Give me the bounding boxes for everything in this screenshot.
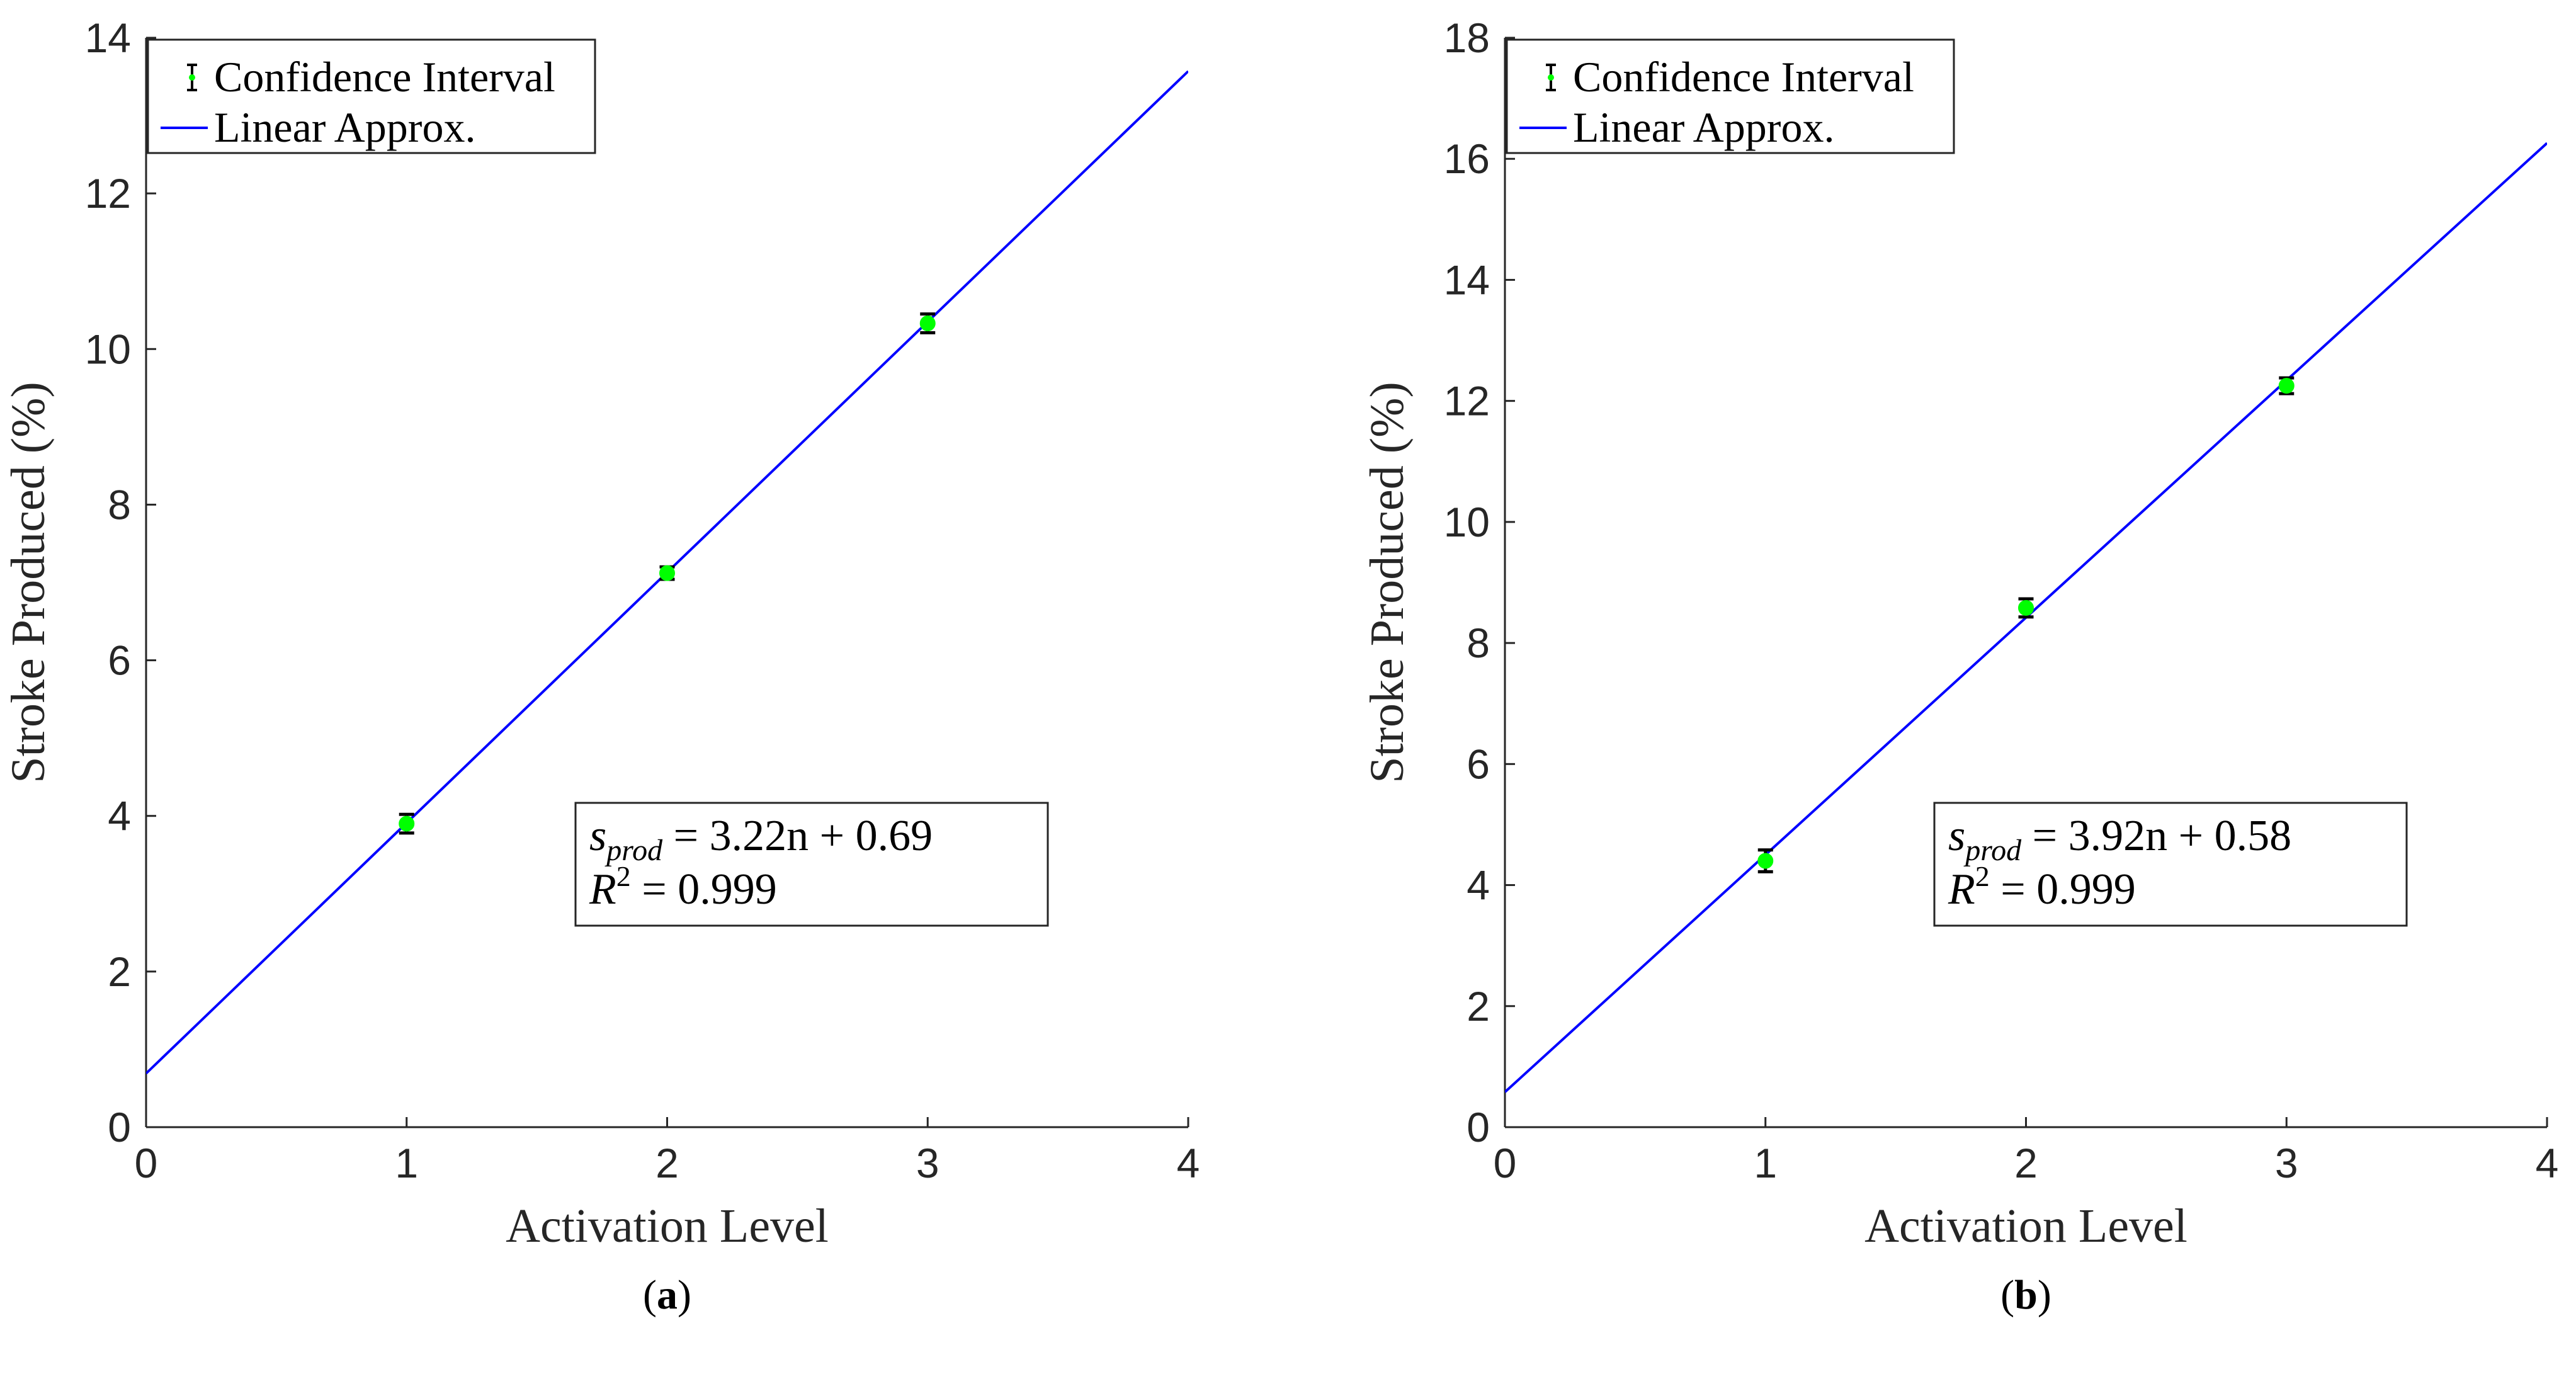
fit-equation-rhs: = 3.22n + 0.69 xyxy=(662,812,933,860)
legend-entry-linear: Linear Approx. xyxy=(1573,103,1834,151)
x-tick-label: 4 xyxy=(2536,1140,2559,1186)
r-squared-rhs: = 0.999 xyxy=(631,865,777,914)
x-tick-label: 2 xyxy=(2014,1140,2038,1186)
y-tick-label: 0 xyxy=(108,1104,131,1150)
y-axis-title: Stroke Produced (%) xyxy=(1361,382,1414,783)
fit-equation-subscript: prod xyxy=(1963,834,2022,867)
r-squared-lhs: R xyxy=(589,865,616,914)
y-tick-label: 18 xyxy=(1444,14,1490,61)
x-tick-label: 0 xyxy=(1494,1140,1517,1186)
r-squared-lhs: R xyxy=(1948,865,1975,914)
y-tick-label: 14 xyxy=(1444,256,1490,303)
x-axis-title: Activation Level xyxy=(506,1200,829,1252)
y-tick-label: 10 xyxy=(1444,499,1490,545)
r-squared-superscript: 2 xyxy=(1975,860,1990,892)
caption-close-paren: ) xyxy=(2038,1272,2051,1318)
y-tick-label: 0 xyxy=(1467,1104,1490,1150)
y-tick-label: 4 xyxy=(1467,862,1490,909)
r-squared: R2 = 0.999 xyxy=(1948,860,2136,914)
y-tick-label: 14 xyxy=(85,14,131,61)
data-point xyxy=(1757,853,1774,869)
y-tick-label: 16 xyxy=(1444,135,1490,182)
fit-equation-lhs: s xyxy=(1948,812,1965,860)
y-tick-label: 8 xyxy=(108,481,131,528)
y-tick-label: 8 xyxy=(1467,620,1490,666)
caption-open-paren: ( xyxy=(2000,1272,2014,1318)
y-tick-label: 2 xyxy=(1467,983,1490,1030)
x-tick-label: 0 xyxy=(135,1140,158,1186)
data-point xyxy=(659,565,675,581)
r-squared-superscript: 2 xyxy=(616,860,631,892)
fit-equation: sprod = 3.92n + 0.58 xyxy=(1948,812,2291,867)
legend-entry-confidence: Confidence Interval xyxy=(1573,53,1914,101)
x-tick-label: 1 xyxy=(1754,1140,1777,1186)
x-axis-title: Activation Level xyxy=(1864,1200,2187,1252)
fit-equation-rhs: = 3.92n + 0.58 xyxy=(2021,812,2291,860)
caption-letter: a xyxy=(657,1272,678,1318)
y-tick-label: 6 xyxy=(108,637,131,684)
y-tick-label: 12 xyxy=(1444,378,1490,424)
fit-equation-lhs: s xyxy=(589,812,606,860)
data-point xyxy=(2278,378,2295,394)
annotation-box xyxy=(1933,802,2408,927)
legend-box xyxy=(147,38,596,154)
legend-entry-confidence: Confidence Interval xyxy=(214,53,555,101)
y-tick-label: 10 xyxy=(85,326,131,372)
x-tick-label: 1 xyxy=(395,1140,418,1186)
legend-entry-linear: Linear Approx. xyxy=(214,103,475,151)
annotation-box xyxy=(574,802,1049,927)
data-point xyxy=(2018,599,2034,616)
fit-equation: sprod = 3.22n + 0.69 xyxy=(589,812,933,867)
y-tick-label: 4 xyxy=(108,793,131,839)
data-point xyxy=(399,815,415,832)
x-tick-label: 3 xyxy=(916,1140,939,1186)
legend-marker-icon xyxy=(189,74,195,81)
x-tick-label: 3 xyxy=(2275,1140,2298,1186)
legend-box xyxy=(1506,38,1955,154)
y-tick-label: 6 xyxy=(1467,741,1490,787)
caption-close-paren: ) xyxy=(678,1272,691,1318)
panel-caption: (a) xyxy=(643,1272,691,1318)
data-point xyxy=(919,315,936,332)
r-squared-rhs: = 0.999 xyxy=(1990,865,2136,914)
y-tick-label: 2 xyxy=(108,948,131,995)
x-tick-label: 4 xyxy=(1177,1140,1200,1186)
legend-marker-icon xyxy=(1548,74,1554,81)
caption-letter: b xyxy=(2014,1272,2038,1318)
r-squared: R2 = 0.999 xyxy=(589,860,777,914)
y-axis-title: Stroke Produced (%) xyxy=(2,382,55,783)
x-tick-label: 2 xyxy=(655,1140,679,1186)
caption-open-paren: ( xyxy=(643,1272,657,1318)
panel-caption: (b) xyxy=(2000,1272,2051,1318)
fit-equation-subscript: prod xyxy=(604,834,663,867)
y-tick-label: 12 xyxy=(85,170,131,217)
